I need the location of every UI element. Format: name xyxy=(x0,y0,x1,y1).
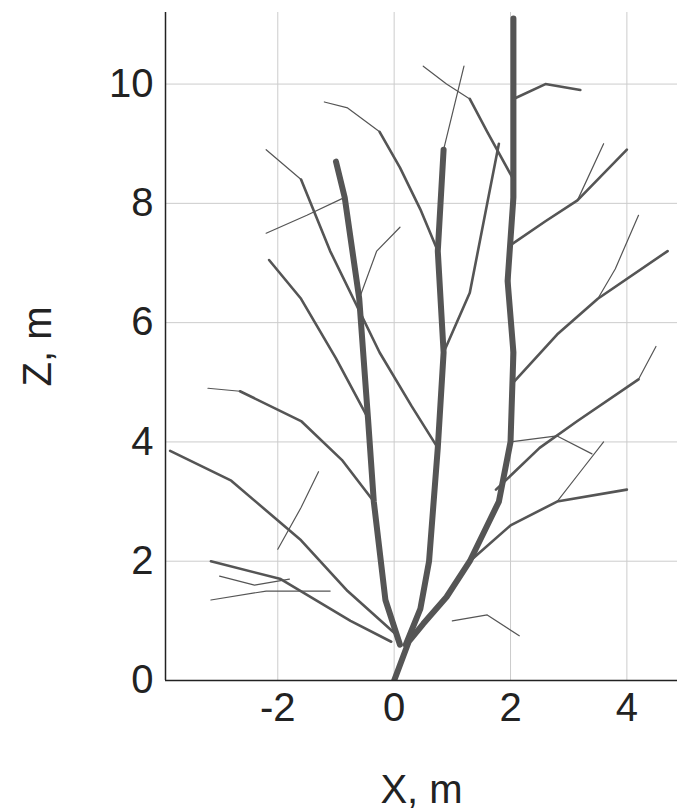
svg-text:0: 0 xyxy=(131,657,153,701)
svg-text:0: 0 xyxy=(383,685,405,729)
svg-text:4: 4 xyxy=(616,685,638,729)
svg-text:10: 10 xyxy=(109,61,154,105)
svg-text:2: 2 xyxy=(499,685,521,729)
svg-text:2: 2 xyxy=(131,538,153,582)
svg-text:-2: -2 xyxy=(260,685,296,729)
svg-text:8: 8 xyxy=(131,180,153,224)
svg-text:4: 4 xyxy=(131,419,153,463)
svg-text:X, m: X, m xyxy=(380,767,462,811)
svg-text:Z, m: Z, m xyxy=(15,307,59,387)
svg-text:6: 6 xyxy=(131,299,153,343)
